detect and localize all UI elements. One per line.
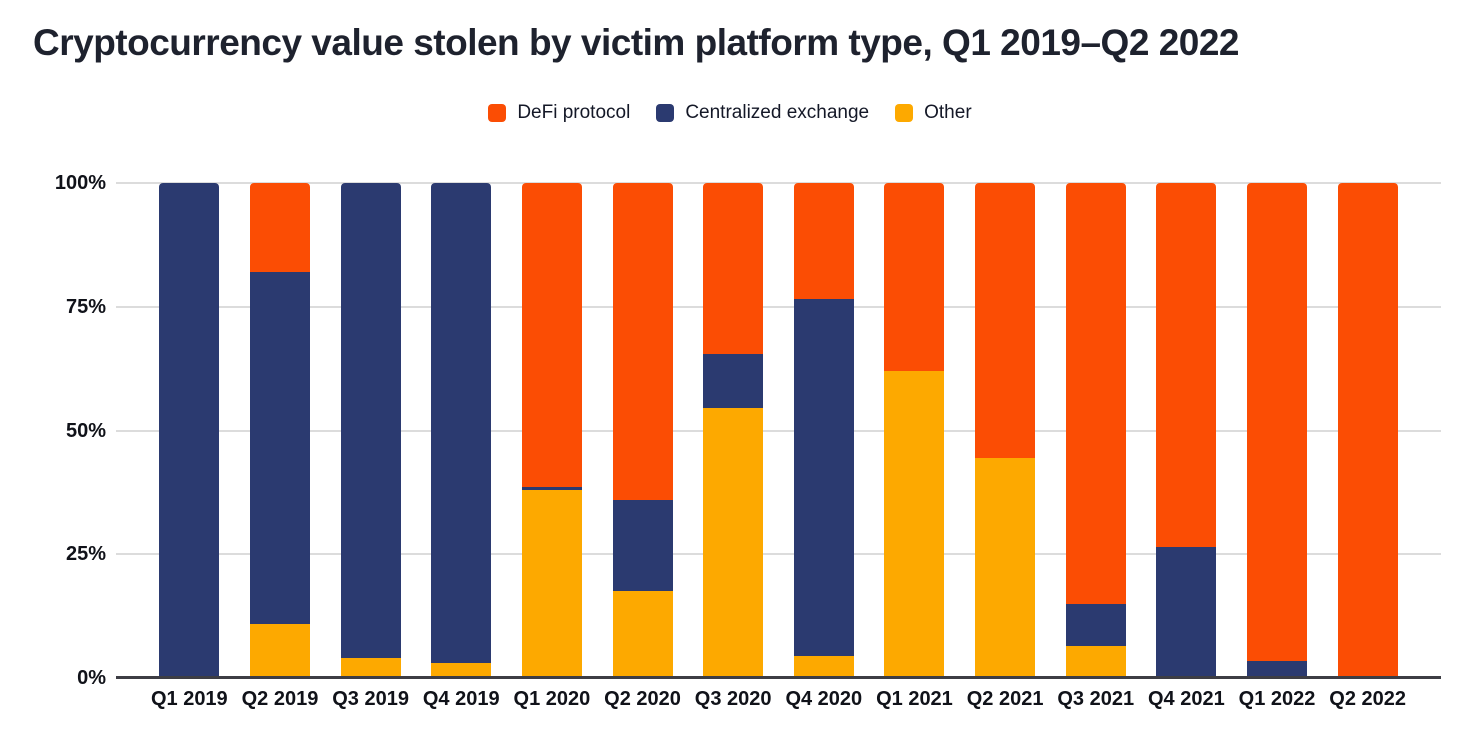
y-tick-label: 75% bbox=[65, 295, 106, 318]
bar-segment-q3-2020-other[interactable] bbox=[703, 408, 764, 678]
chart-legend: DeFi protocol Centralized exchange Other bbox=[0, 102, 1460, 124]
bar-band-q3-2019 bbox=[325, 183, 416, 678]
x-axis-line bbox=[116, 676, 1441, 679]
x-tick-label-q1-2022: Q1 2022 bbox=[1238, 688, 1316, 710]
bar-q3-2021 bbox=[1065, 183, 1126, 678]
bar-band-q2-2020 bbox=[597, 183, 688, 678]
bar-segment-q2-2021-other[interactable] bbox=[975, 457, 1036, 678]
bar-q1-2019 bbox=[159, 183, 220, 678]
legend-swatch-icon bbox=[488, 104, 507, 122]
bar-band-q1-2022 bbox=[1232, 183, 1323, 678]
legend-swatch-icon bbox=[895, 104, 914, 122]
bar-segment-q1-2022-centralized-exchange[interactable] bbox=[1247, 660, 1307, 678]
bar-band-q2-2021 bbox=[960, 183, 1051, 678]
bar-q2-2022 bbox=[1337, 183, 1398, 678]
bar-segment-q2-2020-other[interactable] bbox=[612, 591, 673, 678]
bar-segment-q2-2020-centralized-exchange[interactable] bbox=[612, 499, 673, 592]
bar-q4-2019 bbox=[431, 183, 492, 678]
bar-segment-q4-2021-centralized-exchange[interactable] bbox=[1156, 546, 1217, 678]
bar-segment-q3-2021-defi-protocol[interactable] bbox=[1065, 183, 1126, 604]
bar-q4-2021 bbox=[1156, 183, 1217, 678]
legend-label: Other bbox=[924, 102, 972, 123]
bar-band-q3-2021 bbox=[1050, 183, 1141, 678]
bar-band-q4-2021 bbox=[1141, 183, 1232, 678]
bar-band-q1-2019 bbox=[144, 183, 235, 678]
gridline bbox=[116, 553, 1441, 556]
x-tick-label-q2-2022: Q2 2022 bbox=[1329, 688, 1407, 710]
bar-q1-2022 bbox=[1247, 183, 1307, 678]
bar-q3-2019 bbox=[340, 183, 401, 678]
bar-segment-q4-2019-other[interactable] bbox=[431, 663, 492, 678]
bar-band-q1-2021 bbox=[869, 183, 960, 678]
bar-band-q3-2020 bbox=[688, 183, 779, 678]
legend-swatch-icon bbox=[656, 104, 675, 122]
bar-segment-q1-2020-other[interactable] bbox=[521, 489, 582, 678]
legend-item-other[interactable]: Other bbox=[895, 102, 972, 124]
x-tick-label-q1-2020: Q1 2020 bbox=[513, 688, 591, 710]
legend-label: DeFi protocol bbox=[517, 102, 631, 123]
x-tick-label-q3-2021: Q3 2021 bbox=[1057, 688, 1135, 710]
y-axis: 100% 75% 50% 25% 0% bbox=[0, 172, 106, 689]
bar-segment-q3-2021-centralized-exchange[interactable] bbox=[1065, 603, 1126, 646]
gridline bbox=[116, 305, 1441, 308]
gridline bbox=[116, 429, 1441, 432]
y-tick-label: 0% bbox=[77, 667, 106, 689]
x-tick-label-q3-2020: Q3 2020 bbox=[694, 688, 772, 710]
gridline bbox=[116, 182, 1441, 184]
chart-title: Cryptocurrency value stolen by victim pl… bbox=[33, 22, 1240, 63]
bar-segment-q2-2019-centralized-exchange[interactable] bbox=[249, 272, 310, 624]
y-tick-label: 50% bbox=[65, 419, 106, 442]
x-tick-label-q2-2021: Q2 2021 bbox=[966, 688, 1044, 710]
bar-segment-q2-2020-defi-protocol[interactable] bbox=[612, 183, 673, 500]
legend-item-defi-protocol[interactable]: DeFi protocol bbox=[488, 102, 630, 124]
bar-band-q2-2022 bbox=[1322, 183, 1413, 678]
x-tick-label-q4-2019: Q4 2019 bbox=[422, 688, 500, 710]
bar-segment-q1-2021-defi-protocol[interactable] bbox=[884, 183, 945, 372]
bar-band-q4-2019 bbox=[416, 183, 507, 678]
bar-q2-2020 bbox=[612, 183, 673, 678]
bar-q2-2019 bbox=[249, 183, 310, 678]
legend-label: Centralized exchange bbox=[685, 102, 870, 123]
bar-segment-q1-2019-centralized-exchange[interactable] bbox=[159, 183, 220, 678]
bars-row bbox=[116, 183, 1441, 678]
bar-segment-q3-2021-other[interactable] bbox=[1065, 645, 1126, 678]
plot-area bbox=[116, 182, 1441, 679]
bar-q1-2020 bbox=[521, 183, 582, 678]
bar-segment-q4-2019-centralized-exchange[interactable] bbox=[431, 183, 492, 664]
bar-band-q2-2019 bbox=[235, 183, 326, 678]
bar-q2-2021 bbox=[975, 183, 1036, 678]
bar-q4-2020 bbox=[793, 183, 854, 678]
bar-segment-q1-2020-defi-protocol[interactable] bbox=[521, 183, 582, 488]
y-tick-label: 100% bbox=[54, 172, 106, 194]
x-tick-label-q2-2019: Q2 2019 bbox=[241, 688, 319, 710]
bar-segment-q3-2019-centralized-exchange[interactable] bbox=[340, 183, 401, 659]
bar-segment-q3-2019-other[interactable] bbox=[340, 658, 401, 678]
bar-segment-q4-2021-defi-protocol[interactable] bbox=[1156, 183, 1217, 547]
bar-q3-2020 bbox=[703, 183, 764, 678]
x-tick-label-q4-2020: Q4 2020 bbox=[785, 688, 863, 710]
bar-segment-q4-2020-centralized-exchange[interactable] bbox=[793, 299, 854, 656]
bar-segment-q1-2021-other[interactable] bbox=[884, 371, 945, 678]
y-tick-label: 25% bbox=[65, 543, 106, 566]
bar-band-q1-2020 bbox=[507, 183, 598, 678]
bar-segment-q3-2020-centralized-exchange[interactable] bbox=[703, 353, 764, 409]
bar-segment-q1-2022-defi-protocol[interactable] bbox=[1247, 183, 1307, 661]
x-axis: Q1 2019 Q2 2019 Q3 2019 Q4 2019 Q1 2020 Q2 20… bbox=[116, 688, 1441, 711]
bar-q1-2021 bbox=[884, 183, 945, 678]
x-tick-label-q3-2019: Q3 2019 bbox=[332, 688, 409, 710]
bar-segment-q4-2020-other[interactable] bbox=[793, 655, 854, 678]
bar-segment-q3-2020-defi-protocol[interactable] bbox=[703, 183, 764, 354]
x-tick-label-q1-2019: Q1 2019 bbox=[150, 688, 228, 710]
x-tick-label-q4-2021: Q4 2021 bbox=[1148, 688, 1225, 710]
bar-segment-q2-2021-defi-protocol[interactable] bbox=[975, 183, 1036, 458]
bar-segment-q4-2020-defi-protocol[interactable] bbox=[793, 183, 854, 300]
bar-segment-q2-2019-defi-protocol[interactable] bbox=[249, 183, 310, 273]
x-tick-label-q1-2021: Q1 2021 bbox=[876, 688, 953, 710]
bar-band-q4-2020 bbox=[778, 183, 869, 678]
x-tick-label-q2-2020: Q2 2020 bbox=[604, 688, 681, 710]
bar-segment-q2-2019-other[interactable] bbox=[249, 623, 310, 678]
legend-item-centralized-exchange[interactable]: Centralized exchange bbox=[656, 102, 869, 124]
bar-segment-q1-2020-centralized-exchange[interactable] bbox=[521, 487, 582, 490]
bar-segment-q2-2022-defi-protocol[interactable] bbox=[1337, 183, 1398, 678]
